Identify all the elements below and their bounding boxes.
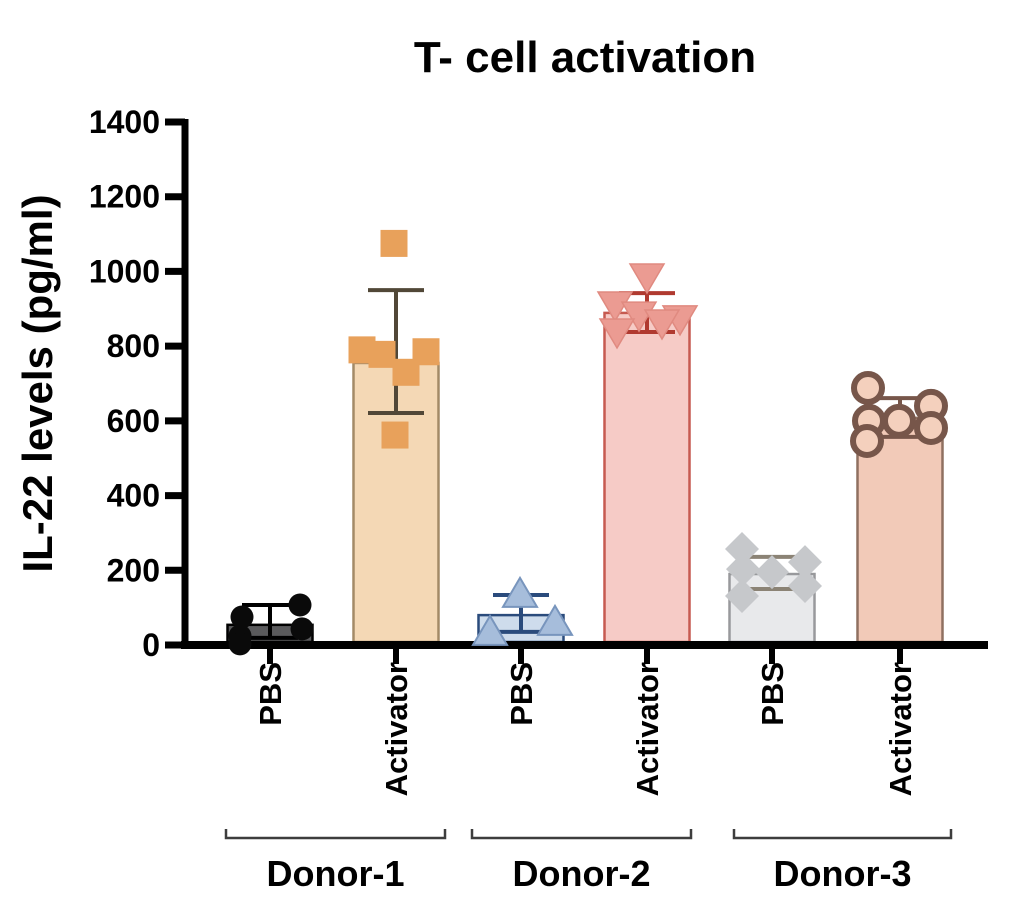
y-tick-label: 0 (142, 627, 160, 663)
data-point-circle (230, 605, 254, 629)
data-point-square (392, 358, 420, 386)
donor-bracket (470, 829, 693, 840)
y-tick-label: 600 (107, 403, 160, 439)
y-tick-label: 400 (107, 478, 160, 514)
donor-group-label: Donor-3 (774, 853, 912, 894)
data-point-square (368, 340, 396, 368)
x-axis-label-activator: Activator (630, 662, 665, 796)
x-axis-label-pbs: PBS (755, 662, 790, 726)
data-point-triangle-down (596, 291, 634, 323)
bar-activator-2 (603, 311, 691, 644)
data-point-triangle-up (471, 613, 509, 646)
data-point-triangle-up (536, 603, 574, 636)
y-axis-title: IL-22 levels (pg/ml) (14, 194, 61, 572)
data-point-open-circle (882, 403, 916, 438)
data-point-circle (290, 617, 314, 641)
y-tick-label: 800 (107, 328, 160, 364)
x-axis-label-pbs: PBS (504, 662, 539, 726)
data-point-square (381, 421, 409, 449)
data-point-triangle-up (501, 575, 539, 608)
donor-bracket (732, 829, 953, 840)
data-point-circle (288, 593, 312, 617)
donor-group-label: Donor-1 (267, 853, 405, 894)
y-tick-label: 1200 (89, 179, 160, 215)
chart-title: T- cell activation (414, 33, 756, 82)
data-point-open-circle (914, 410, 948, 445)
x-axis-label-pbs: PBS (253, 662, 288, 726)
data-point-open-circle (850, 424, 884, 459)
donor-bracket (224, 829, 447, 840)
x-axis-label-activator: Activator (883, 662, 918, 796)
data-point-circle (228, 632, 252, 656)
data-point-diamond (725, 531, 759, 566)
donor-group-label: Donor-2 (513, 853, 651, 894)
y-tick-label: 200 (107, 552, 160, 588)
x-axis-label-activator: Activator (379, 662, 414, 796)
data-point-diamond (788, 568, 822, 603)
data-point-open-circle (851, 370, 885, 405)
data-point-diamond (725, 579, 759, 614)
y-tick-label: 1400 (89, 104, 160, 140)
data-point-diamond (755, 555, 789, 590)
data-point-diamond (726, 552, 760, 587)
data-point-triangle-down (628, 263, 666, 295)
data-point-diamond (788, 545, 822, 580)
data-point-triangle-down (598, 318, 636, 350)
y-tick-label: 1000 (89, 253, 160, 289)
data-point-square (380, 229, 408, 257)
data-point-triangle-down (643, 309, 681, 341)
